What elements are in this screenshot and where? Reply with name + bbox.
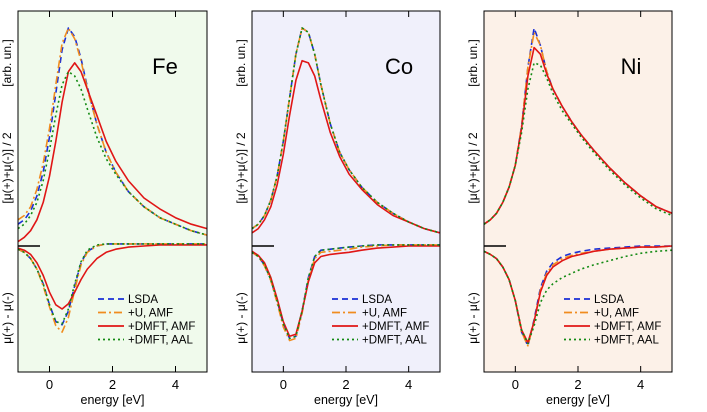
- x-tick-label: 2: [342, 377, 349, 392]
- legend-label: +DMFT, AAL: [362, 335, 427, 347]
- series-line-dmft-amf-upper: [17, 62, 208, 243]
- panel-fe: 0 2 4 energy [eV] Fe [μ(+)+μ(-)] / 2 [arb. un.…: [0, 10, 208, 407]
- series-line-u-amf-upper: [17, 27, 208, 236]
- legend-label: +U, AMF: [362, 308, 407, 320]
- panel-background: [484, 11, 672, 372]
- series-line-lsda-lower: [483, 245, 672, 347]
- x-axis-label: energy [eV]: [314, 393, 378, 407]
- series-line-dmft-amf-upper: [483, 46, 673, 225]
- series-line-dmft-aal-upper: [251, 27, 441, 234]
- x-tick-label: 2: [574, 377, 581, 392]
- panel-title: Fe: [152, 54, 178, 79]
- legend-label: +DMFT, AAL: [128, 335, 193, 347]
- series-line-dmft-aal-lower: [251, 244, 440, 340]
- series-line-dmft-aal-upper: [17, 70, 208, 236]
- series-line-dmft-amf-lower: [17, 244, 207, 310]
- y-axis-label-lower: μ(+) - μ(-): [466, 292, 480, 343]
- x-tick-label: 0: [512, 377, 519, 392]
- legend-label: +DMFT, AMF: [594, 321, 661, 333]
- panel-title: Co: [385, 54, 413, 79]
- panel-co: 0 2 4 energy [eV] Co [μ(+)+μ(-)] / 2 [arb. un.…: [234, 10, 441, 407]
- legend-label: +DMFT, AAL: [594, 335, 659, 347]
- legend-label: +U, AMF: [594, 308, 639, 320]
- series-line-dmft-amf-upper: [251, 59, 441, 234]
- y-axis-label-unit: [arb. un.]: [234, 39, 248, 86]
- legend-label: LSDA: [128, 294, 158, 306]
- legend-label: +DMFT, AMF: [362, 321, 429, 333]
- x-tick-label: 4: [637, 377, 644, 392]
- panel-title: Ni: [621, 54, 642, 79]
- x-tick-label: 2: [109, 377, 116, 392]
- panel-ni: 0 2 4 energy [eV] Ni [μ(+)+μ(-)] / 2 [arb. un.…: [466, 10, 673, 407]
- series-line-dmft-aal-lower: [17, 243, 207, 325]
- legend-label: +U, AMF: [128, 308, 173, 320]
- y-axis-label-upper: [μ(+)+μ(-)] / 2: [466, 132, 480, 203]
- series-line-dmft-amf-lower: [251, 245, 440, 338]
- y-axis-label-lower: μ(+) - μ(-): [234, 292, 248, 343]
- panel-background: [18, 11, 207, 372]
- series-line-lsda-upper: [17, 27, 208, 236]
- y-axis-label-unit: [arb. un.]: [466, 39, 480, 86]
- x-tick-label: 0: [280, 377, 287, 392]
- legend-label: LSDA: [362, 294, 392, 306]
- x-tick-label: 0: [46, 377, 53, 392]
- panel-background: [252, 11, 440, 372]
- y-axis-label-upper: [μ(+)+μ(-)] / 2: [234, 132, 248, 203]
- y-axis-label-lower: μ(+) - μ(-): [0, 292, 14, 343]
- series-line-u-amf-lower: [17, 243, 207, 333]
- series-line-dmft-aal-upper: [483, 62, 673, 225]
- y-axis-label-upper: [μ(+)+μ(-)] / 2: [0, 132, 14, 203]
- series-line-dmft-amf-lower: [483, 245, 673, 344]
- x-tick-label: 4: [405, 377, 412, 392]
- y-axis-label-unit: [arb. un.]: [0, 39, 14, 86]
- x-tick-label: 4: [172, 377, 179, 392]
- legend-label: LSDA: [594, 294, 624, 306]
- legend-label: +DMFT, AMF: [128, 321, 195, 333]
- x-axis-label: energy [eV]: [81, 393, 145, 407]
- x-axis-label: energy [eV]: [546, 393, 610, 407]
